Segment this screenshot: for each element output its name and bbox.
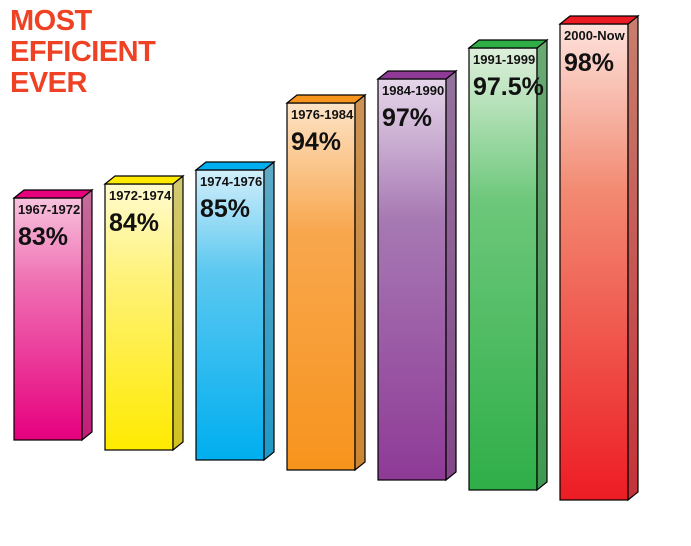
bar-value-label: 83% xyxy=(18,223,68,251)
bar-1972-1974: 1972-1974 84% xyxy=(103,174,185,452)
bar-front-face xyxy=(286,102,356,471)
bar-period-label: 1967-1972 xyxy=(18,202,80,217)
bar-front-face xyxy=(195,169,265,461)
bar-side-shadow xyxy=(82,190,92,440)
bar-period-label: 2000-Now xyxy=(564,28,626,43)
bar-period-label: 1972-1974 xyxy=(109,188,172,203)
bar-side-shadow xyxy=(173,176,183,450)
bar-1976-1984: 1976-1984 94% xyxy=(285,93,367,472)
bar-value-label: 84% xyxy=(109,209,159,237)
bar-value-label: 94% xyxy=(291,128,341,156)
bar-1991-1999: 1991-1999 97.5% xyxy=(467,38,549,492)
bar-value-label: 97.5% xyxy=(473,73,544,101)
bar-top-face xyxy=(285,94,367,104)
bar-2000-Now: 2000-Now 98% xyxy=(558,14,640,502)
bar-front-face xyxy=(377,78,447,481)
bar-value-label: 98% xyxy=(564,49,614,77)
bar-1974-1976: 1974-1976 85% xyxy=(194,160,276,462)
chart-title-line-2: EFFICIENT xyxy=(10,36,156,68)
bar-period-label: 1984-1990 xyxy=(382,83,444,98)
chart-title-line-3: EVER xyxy=(10,67,87,99)
bar-top-face xyxy=(103,175,185,185)
bar-side-shadow xyxy=(355,95,365,470)
bar-top-face xyxy=(12,189,94,199)
bar-side-shadow xyxy=(446,71,456,480)
bar-front-face xyxy=(559,23,629,501)
bar-period-label: 1974-1976 xyxy=(200,174,262,189)
bar-top-face xyxy=(467,39,549,49)
bar-top-face xyxy=(194,161,276,171)
bar-side-shadow xyxy=(628,16,638,500)
bar-1984-1990: 1984-1990 97% xyxy=(376,69,458,482)
bar-front-face xyxy=(104,183,174,451)
bar-side-shadow xyxy=(264,162,274,460)
bar-top-face xyxy=(376,70,458,80)
bar-1967-1972: 1967-1972 83% xyxy=(12,188,94,442)
chart-title: MOST EFFICIENT EVER xyxy=(10,5,156,99)
bar-front-face xyxy=(468,47,538,491)
bar-side-shadow xyxy=(537,40,547,490)
bar-value-label: 97% xyxy=(382,104,432,132)
bar-period-label: 1991-1999 xyxy=(473,52,535,67)
bar-value-label: 85% xyxy=(200,195,250,223)
bar-top-face xyxy=(558,15,640,25)
chart-title-line-1: MOST xyxy=(10,5,92,37)
bar-period-label: 1976-1984 xyxy=(291,107,354,122)
